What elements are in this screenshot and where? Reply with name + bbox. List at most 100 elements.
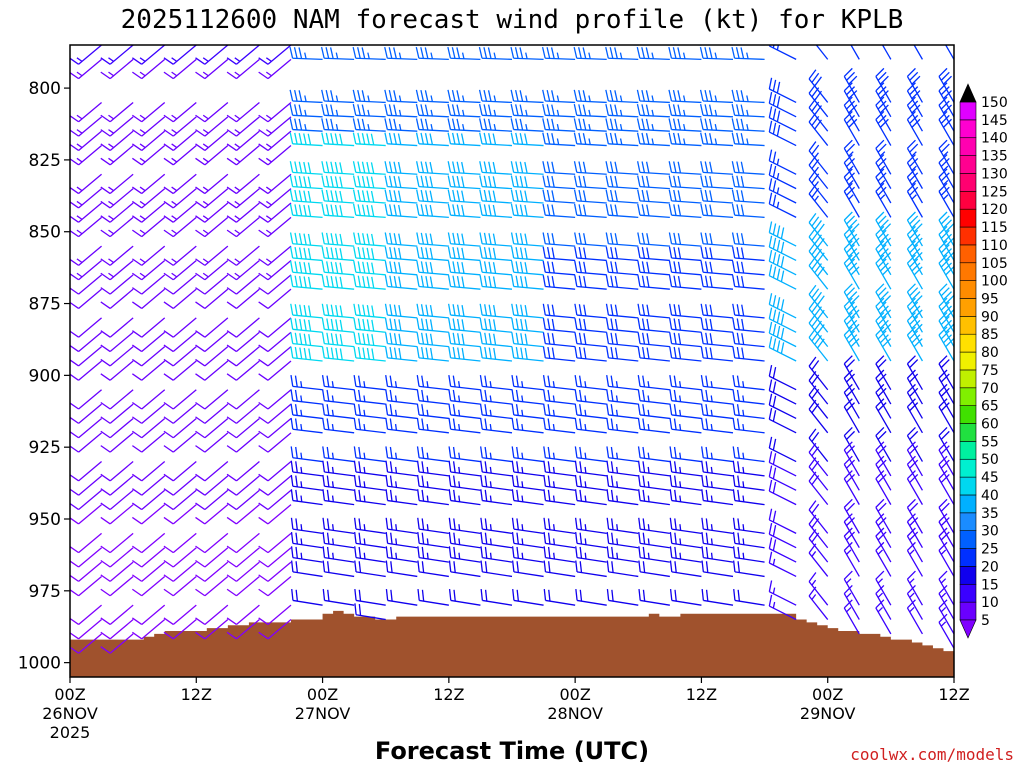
wind-barb bbox=[574, 332, 607, 348]
barb-half-feather bbox=[909, 592, 915, 598]
barb-half-feather bbox=[171, 129, 178, 134]
barb-feather bbox=[846, 301, 856, 311]
barb-shaft bbox=[387, 328, 418, 333]
wind-barb bbox=[131, 360, 166, 381]
barb-feather bbox=[610, 275, 614, 288]
barb-half-feather bbox=[457, 381, 461, 388]
barb-half-feather bbox=[171, 215, 178, 220]
barb-feather bbox=[610, 446, 614, 459]
barb-half-feather bbox=[493, 95, 497, 102]
barb-feather bbox=[420, 275, 425, 288]
barb-shaft bbox=[109, 202, 134, 223]
barb-shaft bbox=[70, 59, 71, 61]
barb-half-feather bbox=[45, 72, 50, 76]
barb-half-feather bbox=[877, 606, 884, 613]
barb-feather bbox=[938, 398, 948, 408]
barb-feather bbox=[366, 262, 370, 274]
wind-barb bbox=[195, 116, 229, 137]
barb-shaft bbox=[843, 406, 860, 434]
colorbar-swatch bbox=[959, 387, 977, 406]
barb-feather bbox=[195, 57, 206, 65]
barb-feather bbox=[357, 346, 361, 359]
barb-feather bbox=[488, 304, 492, 317]
barb-half-feather bbox=[619, 109, 623, 117]
barb-feather bbox=[945, 309, 954, 319]
barb-feather bbox=[943, 104, 952, 114]
wind-barb bbox=[480, 489, 513, 506]
barb-feather bbox=[335, 304, 339, 317]
wind-barb bbox=[415, 161, 449, 175]
wind-barb bbox=[354, 589, 386, 606]
wind-barb bbox=[100, 259, 134, 281]
barb-shaft bbox=[418, 285, 449, 290]
barb-shaft bbox=[141, 274, 166, 295]
barb-shaft bbox=[387, 243, 418, 247]
barb-feather bbox=[641, 189, 646, 202]
barb-half-feather bbox=[647, 395, 650, 402]
barb-feather bbox=[100, 129, 111, 137]
barb-feather bbox=[642, 346, 646, 359]
barb-shaft bbox=[808, 337, 829, 362]
barb-feather bbox=[515, 189, 519, 202]
wind-barb bbox=[638, 489, 670, 506]
barb-feather bbox=[732, 517, 736, 530]
barb-half-feather bbox=[430, 109, 434, 117]
barb-feather bbox=[636, 118, 641, 130]
barb-feather bbox=[938, 111, 948, 121]
wind-barb bbox=[131, 619, 166, 640]
barb-half-feather bbox=[45, 187, 50, 191]
barb-shaft bbox=[70, 619, 71, 621]
barb-shaft bbox=[204, 130, 229, 151]
colorbar-swatch bbox=[959, 333, 977, 353]
barb-feather bbox=[479, 389, 483, 401]
barb-shaft bbox=[324, 257, 355, 262]
wind-barb bbox=[574, 246, 607, 262]
barb-feather bbox=[361, 104, 366, 116]
wind-barb bbox=[701, 474, 734, 491]
barb-shaft bbox=[292, 185, 323, 190]
barb-shaft bbox=[418, 314, 449, 319]
barb-feather bbox=[816, 266, 825, 277]
barb-feather bbox=[515, 404, 519, 416]
barb-half-feather bbox=[521, 552, 524, 560]
barb-shaft bbox=[109, 116, 134, 137]
barb-shaft bbox=[482, 400, 513, 405]
barb-feather bbox=[673, 475, 677, 487]
barb-half-feather bbox=[619, 124, 623, 131]
x-year-label: 2025 bbox=[50, 723, 91, 742]
barb-feather bbox=[605, 104, 609, 116]
barb-shaft bbox=[387, 485, 418, 491]
barb-shaft bbox=[70, 562, 71, 563]
barb-feather bbox=[226, 57, 237, 65]
barb-feather bbox=[289, 203, 294, 216]
barb-feather bbox=[547, 261, 551, 273]
barb-feather bbox=[335, 333, 339, 346]
barb-feather bbox=[322, 560, 326, 572]
barb-feather bbox=[913, 266, 923, 276]
barb-half-feather bbox=[710, 381, 713, 388]
barb-shaft bbox=[608, 185, 639, 190]
barb-feather bbox=[195, 545, 206, 554]
barb-feather bbox=[321, 161, 325, 173]
barb-feather bbox=[641, 104, 646, 116]
barb-half-feather bbox=[647, 381, 650, 388]
barb-shaft bbox=[324, 400, 355, 405]
barb-shaft bbox=[387, 314, 418, 319]
barb-half-feather bbox=[45, 115, 50, 119]
barb-feather bbox=[516, 446, 519, 459]
barb-feather bbox=[638, 589, 641, 601]
barb-feather bbox=[846, 86, 856, 96]
barb-shaft bbox=[769, 375, 797, 391]
barb-feather bbox=[879, 233, 889, 243]
barb-half-feather bbox=[331, 466, 334, 474]
barb-shaft bbox=[78, 202, 102, 223]
y-tick-label: 900 bbox=[29, 366, 61, 386]
barb-feather bbox=[461, 262, 465, 274]
barb-feather bbox=[637, 389, 641, 401]
barb-feather bbox=[131, 358, 143, 367]
barb-shaft bbox=[418, 385, 449, 391]
barb-feather bbox=[846, 100, 856, 110]
barb-feather bbox=[668, 175, 673, 187]
wind-barb bbox=[258, 461, 292, 482]
